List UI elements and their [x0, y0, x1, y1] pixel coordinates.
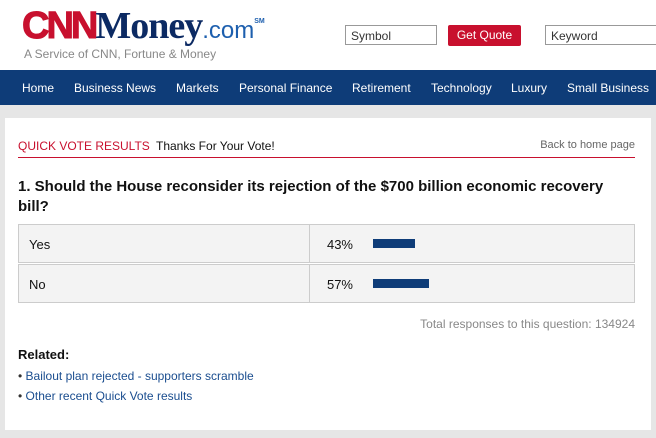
- total-responses: Total responses to this question: 134924: [420, 317, 635, 331]
- symbol-input[interactable]: Symbol: [345, 25, 437, 45]
- total-value: 134924: [594, 317, 635, 331]
- logo-com: .com: [202, 17, 255, 44]
- answer: Yes: [29, 237, 51, 252]
- nav-item[interactable]: Luxury: [511, 81, 548, 95]
- percent: 57%: [326, 277, 353, 292]
- related-links: Bailout plan rejected - supporters scram…: [18, 369, 254, 409]
- nav-item[interactable]: Home: [22, 81, 55, 95]
- result-bar: [373, 279, 429, 288]
- nav-item[interactable]: Markets: [176, 81, 219, 95]
- result-row: No 57%: [18, 264, 635, 303]
- total-label: Total responses to this question:: [420, 317, 592, 331]
- cell-divider: [309, 225, 310, 262]
- logo-cnn: CNN: [21, 5, 98, 48]
- nav-item[interactable]: Business News: [74, 81, 157, 95]
- keyword-input[interactable]: Keyword: [545, 25, 656, 45]
- header: CNNMoney.comSM A Service of CNN, Fortune…: [0, 0, 656, 70]
- percent: 43%: [326, 237, 353, 252]
- tagline: A Service of CNN, Fortune & Money: [24, 47, 217, 61]
- nav-item[interactable]: Personal Finance: [239, 81, 333, 95]
- nav-bar: Home Business News Markets Personal Finance…: [0, 70, 656, 105]
- cell-divider: [309, 265, 310, 302]
- nav-item[interactable]: Small Business: [567, 81, 650, 95]
- answer: No: [29, 277, 46, 292]
- nav-item[interactable]: Technology: [431, 81, 492, 95]
- related-link[interactable]: Other recent Quick Vote results: [25, 389, 193, 403]
- back-link[interactable]: Back to home page: [540, 139, 635, 151]
- logo[interactable]: CNNMoney.comSM: [21, 4, 265, 48]
- related-item: Bailout plan rejected - supporters scram…: [18, 369, 254, 383]
- nav-item[interactable]: Retirement: [352, 81, 411, 95]
- divider: [18, 157, 635, 158]
- quote-button[interactable]: Get Quote: [448, 25, 521, 46]
- related-title: Related:: [18, 347, 70, 362]
- thanks-text: Thanks For Your Vote!: [156, 139, 275, 153]
- logo-money: Money: [95, 5, 203, 47]
- result-row: Yes 43%: [18, 224, 635, 263]
- related-link[interactable]: Bailout plan rejected - supporters scram…: [25, 369, 254, 383]
- section-title: QUICK VOTE RESULTS: [18, 139, 150, 153]
- result-bar: [373, 239, 416, 248]
- question: 1. Should the House reconsider its rejec…: [18, 178, 604, 215]
- logo-sm: SM: [254, 18, 265, 25]
- related-item: Other recent Quick Vote results: [18, 389, 254, 403]
